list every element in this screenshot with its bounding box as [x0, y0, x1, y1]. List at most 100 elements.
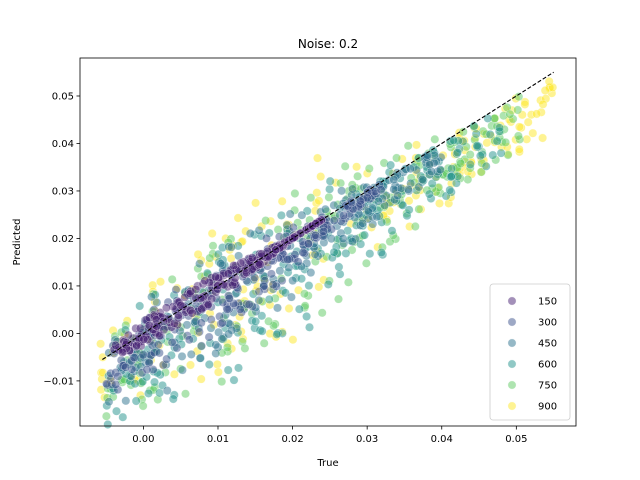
- data-point: [505, 109, 515, 119]
- data-point: [285, 209, 295, 219]
- data-point: [347, 237, 357, 247]
- data-point: [251, 316, 261, 326]
- data-point: [485, 129, 495, 139]
- data-point: [405, 164, 415, 174]
- y-tick-label: 0.05: [52, 91, 74, 102]
- data-point: [294, 304, 304, 314]
- data-point: [348, 184, 357, 194]
- data-point: [254, 225, 264, 235]
- data-point: [171, 285, 181, 295]
- data-point: [320, 204, 330, 214]
- data-point: [323, 279, 333, 289]
- data-point: [472, 141, 482, 151]
- data-point: [162, 354, 172, 364]
- legend-box: [489, 283, 571, 421]
- data-point: [372, 212, 382, 222]
- data-point: [235, 304, 245, 314]
- data-point: [184, 335, 194, 345]
- data-point: [514, 144, 524, 154]
- data-point: [513, 105, 523, 115]
- data-point: [520, 99, 530, 109]
- data-point: [458, 127, 468, 137]
- data-point: [213, 367, 223, 377]
- data-point: [347, 198, 357, 208]
- data-point: [104, 397, 114, 407]
- data-point: [463, 175, 473, 184]
- data-point: [156, 277, 165, 287]
- data-point: [338, 234, 348, 244]
- data-point: [361, 258, 371, 268]
- data-point: [398, 200, 408, 210]
- data-point: [211, 348, 221, 358]
- data-point: [129, 353, 139, 362]
- data-point: [135, 323, 145, 333]
- data-point: [213, 281, 223, 291]
- data-point: [222, 304, 232, 314]
- data-point: [196, 318, 206, 328]
- legend-marker: [507, 338, 517, 348]
- data-point: [208, 241, 218, 251]
- data-point: [206, 315, 216, 325]
- data-point: [340, 161, 350, 171]
- data-point: [319, 226, 328, 236]
- points-layer: [96, 76, 558, 429]
- reference-line-layer: [102, 71, 554, 360]
- data-point: [187, 308, 197, 318]
- data-point: [102, 379, 112, 389]
- data-point: [376, 248, 386, 257]
- data-point: [273, 303, 282, 313]
- data-point: [147, 292, 157, 302]
- data-point: [177, 365, 187, 375]
- data-point: [288, 222, 298, 232]
- data-point: [404, 205, 414, 215]
- data-point: [532, 109, 542, 119]
- data-point: [284, 263, 294, 273]
- legend-marker: [507, 401, 517, 411]
- data-point: [234, 363, 243, 373]
- data-point: [247, 264, 257, 274]
- data-point: [298, 248, 308, 257]
- data-point: [181, 389, 190, 399]
- data-point: [161, 303, 171, 313]
- data-point: [412, 140, 421, 150]
- data-point: [476, 167, 486, 177]
- data-point: [194, 327, 204, 337]
- data-point: [264, 316, 274, 326]
- data-point: [387, 226, 397, 236]
- data-point: [205, 253, 215, 263]
- data-point: [204, 332, 214, 342]
- data-point: [144, 388, 153, 398]
- data-point: [528, 128, 538, 138]
- data-point: [414, 204, 424, 214]
- data-point: [212, 359, 222, 369]
- data-point: [495, 123, 504, 133]
- data-point: [203, 300, 213, 310]
- data-point: [218, 297, 228, 307]
- data-point: [167, 337, 177, 347]
- data-point: [297, 274, 306, 284]
- data-point: [247, 253, 257, 263]
- data-point: [523, 117, 533, 127]
- identity-reference-line: [102, 71, 554, 360]
- data-point: [492, 136, 502, 146]
- data-point: [186, 360, 195, 370]
- data-point: [121, 362, 131, 372]
- y-tick-label: 0.01: [52, 281, 74, 292]
- data-point: [259, 338, 269, 348]
- data-point: [195, 259, 205, 269]
- data-point: [112, 406, 121, 416]
- data-point: [306, 268, 316, 278]
- data-point: [393, 191, 403, 201]
- legend-marker: [507, 296, 517, 306]
- data-point: [272, 329, 282, 339]
- data-point: [305, 322, 314, 332]
- data-point: [138, 401, 148, 411]
- data-point: [435, 198, 444, 208]
- x-tick-label: 0.00: [132, 434, 154, 445]
- data-point: [341, 248, 351, 258]
- data-point: [251, 198, 261, 208]
- data-point: [445, 185, 455, 195]
- legend-label: 450: [538, 339, 557, 350]
- data-point: [343, 277, 353, 287]
- x-axis-ticks: 0.00 0.01 0.02 0.03 0.04 0.05: [132, 426, 527, 445]
